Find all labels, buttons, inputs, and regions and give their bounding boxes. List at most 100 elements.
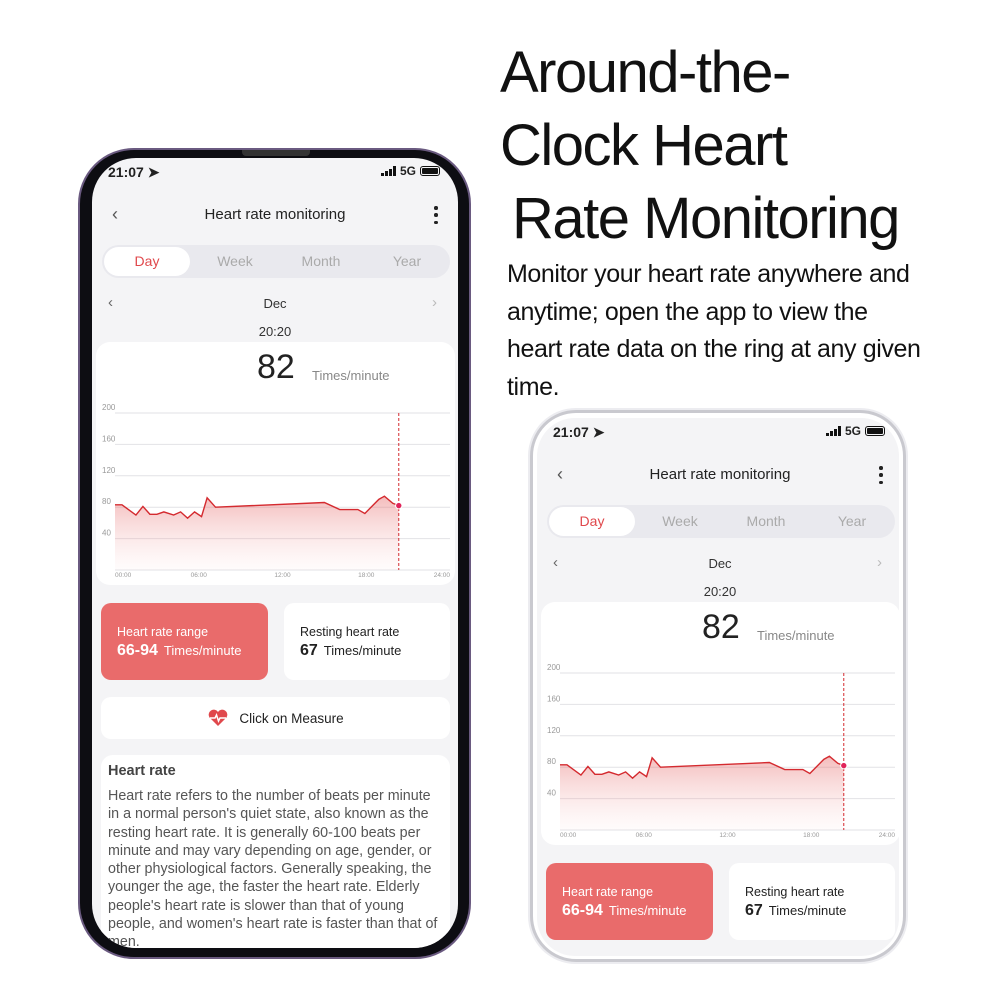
battery-icon xyxy=(865,426,885,436)
info-text: Heart rate refers to the number of beats… xyxy=(108,788,438,948)
y-tick-label: 200 xyxy=(102,403,116,412)
y-tick-label: 160 xyxy=(547,694,561,703)
tab-week[interactable]: Week xyxy=(662,513,698,529)
x-tick-label: 06:00 xyxy=(191,572,208,579)
next-date-button[interactable]: › xyxy=(877,554,882,571)
heart-rate-info-card: Heart rate Heart rate refers to the numb… xyxy=(101,755,450,948)
selected-point-marker xyxy=(395,501,403,510)
heart-rate-line xyxy=(560,755,845,780)
measure-label: Click on Measure xyxy=(239,710,344,726)
heart-rate-line xyxy=(115,495,400,520)
current-heart-rate: 82 xyxy=(257,348,295,386)
y-tick-label: 80 xyxy=(102,497,111,506)
more-options-icon[interactable] xyxy=(877,466,885,484)
location-arrow-icon: ➤ xyxy=(147,164,160,180)
status-icons: 5G xyxy=(825,424,885,438)
tab-day[interactable]: Day xyxy=(549,507,635,536)
page-title: Heart rate monitoring xyxy=(649,466,791,483)
next-date-button[interactable]: › xyxy=(432,294,437,311)
chart-area-fill xyxy=(560,756,844,830)
current-unit: Times/minute xyxy=(757,628,835,643)
resting-heart-rate-card: Resting heart rate 67 Times/minute xyxy=(284,603,450,680)
date-label: Dec xyxy=(708,556,732,571)
y-tick-label: 120 xyxy=(547,726,561,735)
signal-icon xyxy=(825,426,841,436)
selected-time: 20:20 xyxy=(258,324,292,339)
back-button[interactable]: ‹ xyxy=(112,204,118,224)
location-arrow-icon: ➤ xyxy=(592,424,605,440)
resting-label: Resting heart rate xyxy=(745,885,845,899)
resting-unit: Times/minute xyxy=(768,903,847,918)
network-label: 5G xyxy=(844,424,861,438)
resting-value: 67 xyxy=(745,902,763,919)
selected-time: 20:20 xyxy=(703,584,737,599)
heart-pulse-icon xyxy=(209,709,228,726)
status-icons: 5G xyxy=(380,164,440,178)
app-screen: 21:07 ➤ 5G ‹ Heart rate monitoring Day W… xyxy=(92,158,458,948)
network-label: 5G xyxy=(399,164,416,178)
app-screen: 21:07 ➤ 5G ‹ Heart rate monitoring Day W… xyxy=(537,418,899,956)
previous-date-button[interactable]: ‹ xyxy=(553,554,558,571)
headline-line: Clock Heart xyxy=(500,113,788,178)
measure-button[interactable]: Click on Measure xyxy=(101,697,450,739)
tab-month[interactable]: Month xyxy=(301,253,341,269)
x-tick-label: 18:00 xyxy=(803,832,820,839)
y-tick-label: 160 xyxy=(102,434,116,443)
resting-value: 67 xyxy=(300,642,318,659)
tab-year[interactable]: Year xyxy=(392,253,422,269)
more-options-icon[interactable] xyxy=(432,206,440,224)
x-tick-label: 00:00 xyxy=(560,832,577,839)
headline: Around-the- Clock Heart Rate Monitoring xyxy=(500,36,900,255)
x-tick-label: 24:00 xyxy=(879,832,896,839)
date-label: Dec xyxy=(263,296,287,311)
period-tabs: Day Week Month Year xyxy=(547,505,895,538)
speaker-notch xyxy=(242,150,310,156)
y-tick-label: 200 xyxy=(547,663,561,672)
status-time: 21:07 ➤ xyxy=(553,424,605,440)
range-value: 66-94 xyxy=(562,902,603,919)
current-heart-rate: 82 xyxy=(702,608,740,646)
tab-day[interactable]: Day xyxy=(104,247,190,276)
heart-rate-range-card: Heart rate range 66-94 Times/minute xyxy=(101,603,268,680)
x-tick-label: 12:00 xyxy=(719,832,736,839)
page-title: Heart rate monitoring xyxy=(204,206,346,223)
heart-rate-chart[interactable]: 200 160 120 80 40 00:00 06:00 12:00 18:00 24:00 xyxy=(92,158,458,588)
x-tick-label: 18:00 xyxy=(358,572,375,579)
x-tick-label: 06:00 xyxy=(636,832,653,839)
phone-screen-small: 21:07 ➤ 5G ‹ Heart rate monitoring Day W… xyxy=(537,418,899,956)
tab-month[interactable]: Month xyxy=(746,513,786,529)
current-unit: Times/minute xyxy=(312,368,390,383)
headline-line: Rate Monitoring xyxy=(512,186,900,251)
y-tick-label: 40 xyxy=(547,789,556,798)
resting-unit: Times/minute xyxy=(323,643,402,658)
y-tick-label: 80 xyxy=(547,757,556,766)
tab-week[interactable]: Week xyxy=(217,253,253,269)
battery-icon xyxy=(420,166,440,176)
heart-rate-range-card: Heart rate range 66-94 Times/minute xyxy=(546,863,713,940)
headline-line: Around-the- xyxy=(500,40,791,105)
range-unit: Times/minute xyxy=(163,643,242,658)
heart-rate-chart[interactable]: 200 160 120 80 40 00:00 06:00 12:00 18:00 24:00 xyxy=(537,418,899,848)
resting-heart-rate-card: Resting heart rate 67 Times/minute xyxy=(729,863,895,940)
back-button[interactable]: ‹ xyxy=(557,464,563,484)
range-unit: Times/minute xyxy=(608,903,687,918)
y-tick-label: 40 xyxy=(102,529,111,538)
range-value: 66-94 xyxy=(117,642,158,659)
x-tick-label: 00:00 xyxy=(115,572,132,579)
range-label: Heart rate range xyxy=(562,885,654,899)
tab-year[interactable]: Year xyxy=(837,513,867,529)
phone-screen-large: 21:07 ➤ 5G ‹ Heart rate monitoring Day W… xyxy=(92,158,458,948)
previous-date-button[interactable]: ‹ xyxy=(108,294,113,311)
period-tabs: Day Week Month Year xyxy=(102,245,450,278)
chart-area-fill xyxy=(115,496,399,570)
x-tick-label: 24:00 xyxy=(434,572,451,579)
info-title: Heart rate xyxy=(108,763,176,779)
description: Monitor your heart rate anywhere and any… xyxy=(507,260,921,401)
selected-point-marker xyxy=(840,761,848,770)
resting-label: Resting heart rate xyxy=(300,625,400,639)
y-tick-label: 120 xyxy=(102,466,116,475)
range-label: Heart rate range xyxy=(117,625,209,639)
signal-icon xyxy=(380,166,396,176)
x-tick-label: 12:00 xyxy=(274,572,291,579)
status-time: 21:07 ➤ xyxy=(108,164,160,180)
